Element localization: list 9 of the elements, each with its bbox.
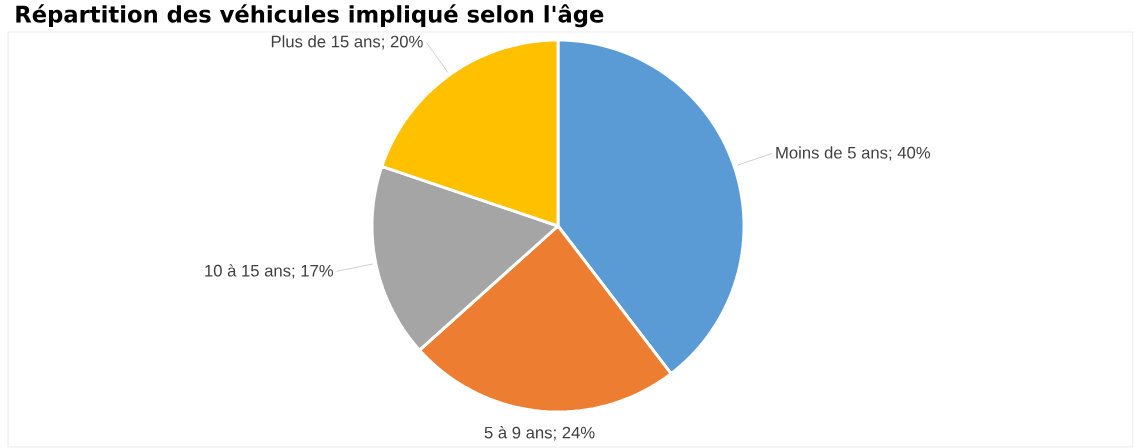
slice-label: Plus de 15 ans <box>271 35 381 48</box>
slice-label: 5 à 9 ans <box>484 426 552 439</box>
data-label: ; 20% <box>382 35 423 50</box>
data-label: ; 24% <box>554 426 595 441</box>
data-label: ; 40% <box>889 146 931 161</box>
slice-label: 10 à 15 ans <box>205 264 291 277</box>
data-label: ; 17% <box>292 264 334 279</box>
chart-title: Répartition des véhicules impliqué selon l'âge <box>16 4 604 28</box>
slice-label: Moins de 5 ans <box>776 146 888 159</box>
